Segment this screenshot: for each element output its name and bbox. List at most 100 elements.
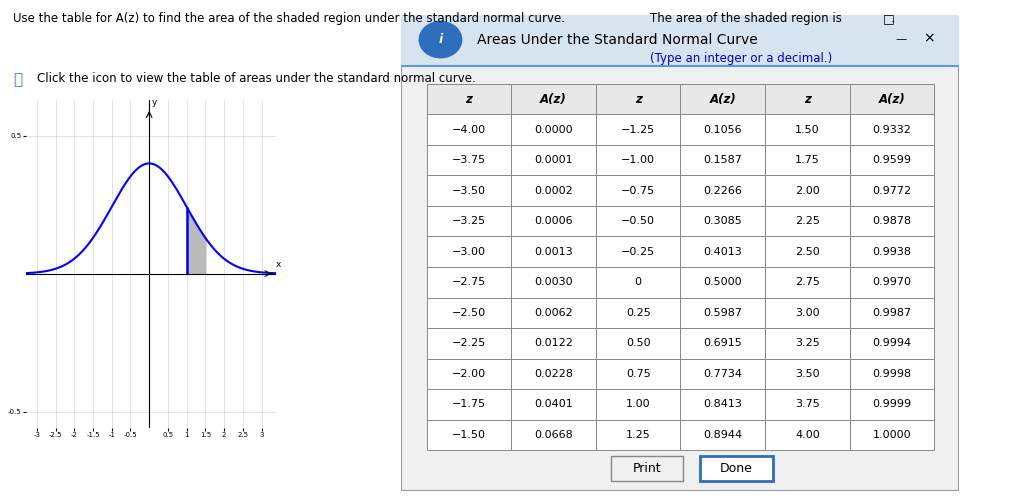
Bar bbox=[680, 359, 765, 389]
Text: A(z): A(z) bbox=[710, 93, 736, 106]
Bar bbox=[765, 297, 850, 328]
Bar bbox=[850, 267, 934, 297]
Bar bbox=[511, 206, 596, 237]
Text: −4.00: −4.00 bbox=[452, 124, 486, 134]
Bar bbox=[850, 359, 934, 389]
Text: −1.00: −1.00 bbox=[622, 155, 655, 165]
Bar bbox=[680, 145, 765, 175]
Text: Click the icon to view the table of areas under the standard normal curve.: Click the icon to view the table of area… bbox=[37, 72, 475, 85]
Bar bbox=[765, 328, 850, 359]
Text: 0.50: 0.50 bbox=[626, 338, 650, 348]
Bar bbox=[850, 389, 934, 420]
Text: z: z bbox=[804, 93, 811, 106]
Bar bbox=[596, 389, 680, 420]
Bar bbox=[511, 359, 596, 389]
Text: 0.0013: 0.0013 bbox=[535, 247, 572, 257]
Bar bbox=[680, 237, 765, 267]
Bar bbox=[427, 297, 511, 328]
Bar bbox=[765, 420, 850, 450]
Bar bbox=[765, 115, 850, 145]
Text: 0.0228: 0.0228 bbox=[534, 369, 573, 379]
Bar bbox=[850, 297, 934, 328]
Bar bbox=[596, 328, 680, 359]
Bar bbox=[680, 175, 765, 206]
Text: −3.50: −3.50 bbox=[452, 186, 485, 196]
Bar bbox=[765, 267, 850, 297]
Text: 0.0000: 0.0000 bbox=[535, 124, 572, 134]
Bar bbox=[700, 456, 772, 481]
Bar bbox=[511, 145, 596, 175]
Text: 0.9994: 0.9994 bbox=[872, 338, 911, 348]
Text: 0.4013: 0.4013 bbox=[703, 247, 742, 257]
Bar bbox=[765, 389, 850, 420]
Text: 2.75: 2.75 bbox=[795, 277, 820, 287]
Text: 0.5000: 0.5000 bbox=[703, 277, 742, 287]
Text: −3.00: −3.00 bbox=[452, 247, 485, 257]
Text: 0: 0 bbox=[635, 277, 642, 287]
Text: —: — bbox=[895, 34, 906, 44]
Bar bbox=[765, 145, 850, 175]
Bar bbox=[610, 456, 683, 481]
Text: 0.9599: 0.9599 bbox=[872, 155, 911, 165]
Bar bbox=[596, 237, 680, 267]
Text: 0.9999: 0.9999 bbox=[872, 399, 911, 409]
Text: 0.0030: 0.0030 bbox=[535, 277, 572, 287]
Text: ×: × bbox=[923, 32, 935, 46]
Bar bbox=[680, 297, 765, 328]
Text: −2.75: −2.75 bbox=[452, 277, 486, 287]
Bar bbox=[401, 15, 959, 65]
Text: ⧉: ⧉ bbox=[13, 72, 23, 87]
Bar bbox=[596, 297, 680, 328]
Text: Print: Print bbox=[633, 462, 662, 475]
Text: −2.25: −2.25 bbox=[452, 338, 486, 348]
Bar bbox=[596, 175, 680, 206]
Bar bbox=[427, 84, 511, 115]
Text: 3.00: 3.00 bbox=[795, 308, 820, 318]
Bar bbox=[511, 175, 596, 206]
Text: 0.0002: 0.0002 bbox=[535, 186, 572, 196]
Text: 1.00: 1.00 bbox=[626, 399, 650, 409]
Text: 0.1056: 0.1056 bbox=[703, 124, 742, 134]
Text: 0.9970: 0.9970 bbox=[872, 277, 911, 287]
Text: 0.9998: 0.9998 bbox=[872, 369, 911, 379]
Text: □: □ bbox=[883, 12, 894, 25]
Circle shape bbox=[419, 21, 462, 58]
Bar bbox=[680, 84, 765, 115]
Text: 2.00: 2.00 bbox=[795, 186, 820, 196]
Text: 2.25: 2.25 bbox=[795, 216, 820, 226]
Text: −0.75: −0.75 bbox=[622, 186, 655, 196]
Text: 0.9772: 0.9772 bbox=[872, 186, 911, 196]
Text: 1.0000: 1.0000 bbox=[872, 430, 911, 440]
Text: 0.0401: 0.0401 bbox=[535, 399, 572, 409]
Text: 0.9938: 0.9938 bbox=[872, 247, 911, 257]
Text: Areas Under the Standard Normal Curve: Areas Under the Standard Normal Curve bbox=[477, 33, 758, 47]
Bar bbox=[596, 206, 680, 237]
Text: 0.0062: 0.0062 bbox=[535, 308, 572, 318]
Bar bbox=[427, 175, 511, 206]
Text: z: z bbox=[635, 93, 642, 106]
Text: 4.00: 4.00 bbox=[795, 430, 820, 440]
Text: 0.0006: 0.0006 bbox=[535, 216, 572, 226]
Bar bbox=[427, 206, 511, 237]
Text: 0.75: 0.75 bbox=[626, 369, 650, 379]
Bar bbox=[850, 328, 934, 359]
Bar bbox=[850, 145, 934, 175]
Text: (Type an integer or a decimal.): (Type an integer or a decimal.) bbox=[650, 52, 833, 65]
Text: A(z): A(z) bbox=[540, 93, 567, 106]
Text: i: i bbox=[438, 33, 442, 46]
Bar bbox=[427, 115, 511, 145]
Text: .: . bbox=[891, 12, 895, 25]
Bar bbox=[680, 267, 765, 297]
Text: 0.3085: 0.3085 bbox=[703, 216, 742, 226]
Bar bbox=[427, 389, 511, 420]
Text: 0.9987: 0.9987 bbox=[872, 308, 911, 318]
Text: −2.00: −2.00 bbox=[452, 369, 486, 379]
Bar bbox=[765, 237, 850, 267]
Bar bbox=[596, 145, 680, 175]
Bar bbox=[427, 267, 511, 297]
Text: 1.75: 1.75 bbox=[795, 155, 820, 165]
Text: 0.6915: 0.6915 bbox=[703, 338, 742, 348]
Bar bbox=[511, 389, 596, 420]
Text: 3.75: 3.75 bbox=[795, 399, 820, 409]
Bar bbox=[680, 420, 765, 450]
